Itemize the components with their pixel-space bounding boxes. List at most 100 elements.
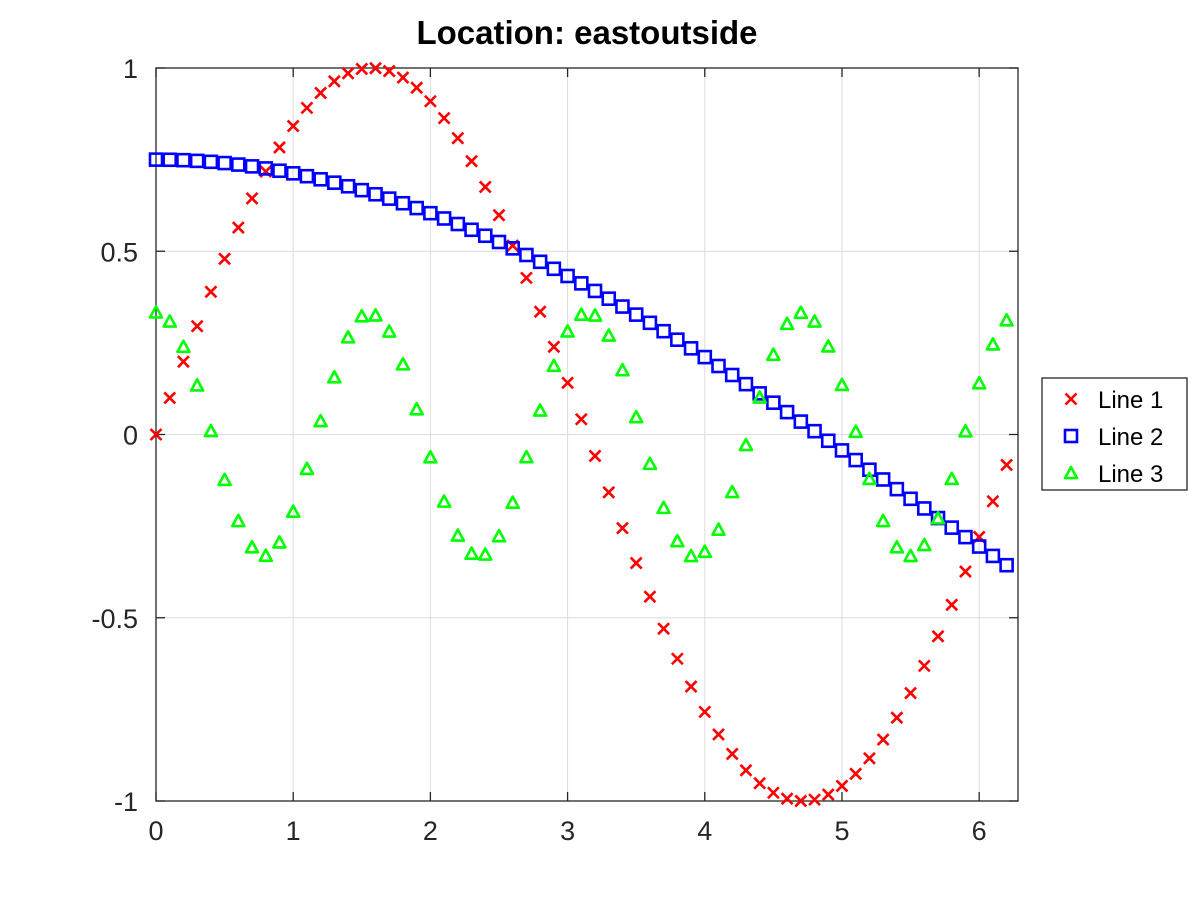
- data-point: [848, 424, 863, 439]
- data-point: [930, 510, 946, 525]
- data-point: [354, 182, 370, 198]
- data-point: [148, 305, 164, 319]
- legend-item: Line 1: [1064, 387, 1163, 414]
- data-point: [958, 423, 973, 438]
- data-point: [533, 305, 547, 319]
- data-point: [381, 324, 397, 338]
- y-tick-label: -0.5: [91, 604, 138, 634]
- data-point: [849, 767, 863, 781]
- data-point: [985, 337, 1001, 351]
- data-point: [945, 598, 959, 612]
- data-point: [903, 548, 918, 563]
- data-point: [629, 556, 643, 570]
- data-point: [409, 200, 424, 216]
- data-point: [615, 362, 630, 377]
- data-point: [683, 341, 699, 356]
- data-point: [286, 119, 300, 133]
- data-point: [643, 590, 657, 604]
- data-point: [1000, 458, 1014, 472]
- data-point: [492, 208, 506, 222]
- data-point: [395, 195, 411, 211]
- data-point: [587, 308, 603, 322]
- data-point: [176, 339, 191, 354]
- data-point: [903, 491, 918, 507]
- data-point: [574, 307, 589, 322]
- data-point: [875, 513, 891, 528]
- data-point: [616, 521, 629, 535]
- data-point: [532, 254, 548, 270]
- data-point: [285, 166, 301, 181]
- data-point: [327, 369, 342, 384]
- y-tick-label: 0.5: [100, 237, 138, 267]
- data-point: [875, 472, 891, 487]
- data-point: [177, 355, 190, 369]
- x-tick-label: 6: [972, 816, 987, 846]
- data-point: [423, 205, 438, 221]
- data-point: [601, 291, 617, 306]
- data-point: [547, 340, 561, 354]
- data-point: [862, 462, 877, 478]
- data-point: [944, 471, 960, 486]
- data-point: [944, 520, 960, 535]
- data-point: [601, 328, 617, 342]
- data-point: [588, 449, 602, 463]
- data-point: [670, 332, 685, 347]
- y-tick-label: -1: [114, 787, 138, 817]
- legend-item: Line 3: [1063, 461, 1163, 488]
- data-point: [561, 376, 575, 390]
- data-point: [368, 186, 383, 202]
- data-point: [602, 485, 616, 499]
- x-tick-label: 0: [148, 816, 163, 846]
- data-point: [464, 546, 479, 560]
- data-point: [203, 423, 219, 438]
- data-point: [958, 529, 973, 545]
- data-point: [258, 548, 274, 563]
- data-point: [986, 494, 1000, 508]
- data-point: [382, 64, 396, 78]
- data-point: [999, 557, 1014, 573]
- data-point: [491, 234, 507, 250]
- x-tick-labels: 0 1 2 3 4 5 6: [148, 816, 986, 846]
- data-point: [273, 141, 286, 154]
- data-point: [725, 747, 739, 761]
- data-point: [904, 686, 917, 700]
- data-point: [451, 131, 465, 145]
- data-point: [656, 323, 671, 339]
- data-point: [794, 794, 808, 808]
- series-2: [148, 152, 1014, 573]
- series-markers: [148, 61, 1014, 808]
- data-point: [971, 375, 987, 390]
- data-point: [299, 461, 315, 476]
- data-point: [574, 412, 588, 426]
- data-point: [724, 484, 740, 499]
- data-point: [176, 152, 191, 168]
- data-point: [959, 565, 972, 578]
- data-point: [148, 152, 164, 167]
- data-point: [300, 101, 314, 115]
- legend-marker: [1063, 428, 1079, 444]
- x-tick-label: 5: [834, 816, 849, 846]
- series-3: [148, 305, 1014, 563]
- data-point: [766, 395, 781, 410]
- data-point: [683, 548, 699, 563]
- data-point: [218, 252, 232, 266]
- data-point: [780, 792, 794, 806]
- data-point: [519, 247, 534, 263]
- data-point: [519, 449, 534, 464]
- legend-marker: [1063, 465, 1079, 480]
- data-point: [231, 221, 245, 234]
- data-point: [793, 414, 809, 429]
- data-point: [244, 159, 260, 174]
- data-point: [341, 66, 355, 80]
- data-point: [628, 409, 644, 424]
- data-point: [753, 776, 767, 790]
- data-point: [340, 329, 356, 344]
- data-point: [971, 539, 987, 554]
- data-point: [546, 261, 562, 277]
- data-point: [889, 481, 905, 497]
- ticks: [155, 67, 1018, 802]
- data-point: [436, 211, 452, 226]
- data-point: [189, 153, 205, 169]
- data-point: [478, 180, 492, 194]
